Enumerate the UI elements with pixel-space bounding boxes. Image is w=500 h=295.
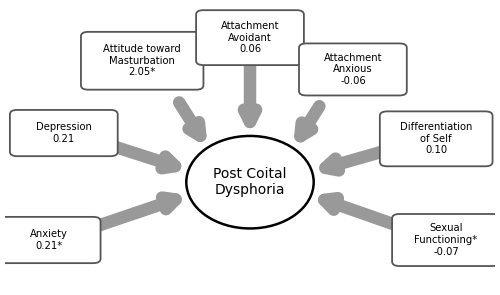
FancyBboxPatch shape (392, 214, 500, 266)
FancyBboxPatch shape (196, 10, 304, 65)
Text: Attachment
Avoidant
0.06: Attachment Avoidant 0.06 (221, 21, 279, 54)
FancyBboxPatch shape (0, 217, 100, 263)
FancyBboxPatch shape (81, 32, 204, 90)
Text: Anxiety
0.21*: Anxiety 0.21* (30, 229, 68, 251)
FancyBboxPatch shape (10, 110, 118, 156)
Text: Depression
0.21: Depression 0.21 (36, 122, 92, 144)
Text: Sexual
Functioning*
-0.07: Sexual Functioning* -0.07 (414, 223, 478, 257)
Text: Post Coital
Dysphoria: Post Coital Dysphoria (213, 167, 287, 197)
Text: Attachment
Anxious
-0.06: Attachment Anxious -0.06 (324, 53, 382, 86)
Ellipse shape (186, 136, 314, 228)
Text: Attitude toward
Masturbation
2.05*: Attitude toward Masturbation 2.05* (104, 44, 181, 77)
FancyBboxPatch shape (299, 43, 407, 96)
FancyBboxPatch shape (380, 112, 492, 166)
Text: Differentiation
of Self
0.10: Differentiation of Self 0.10 (400, 122, 472, 155)
